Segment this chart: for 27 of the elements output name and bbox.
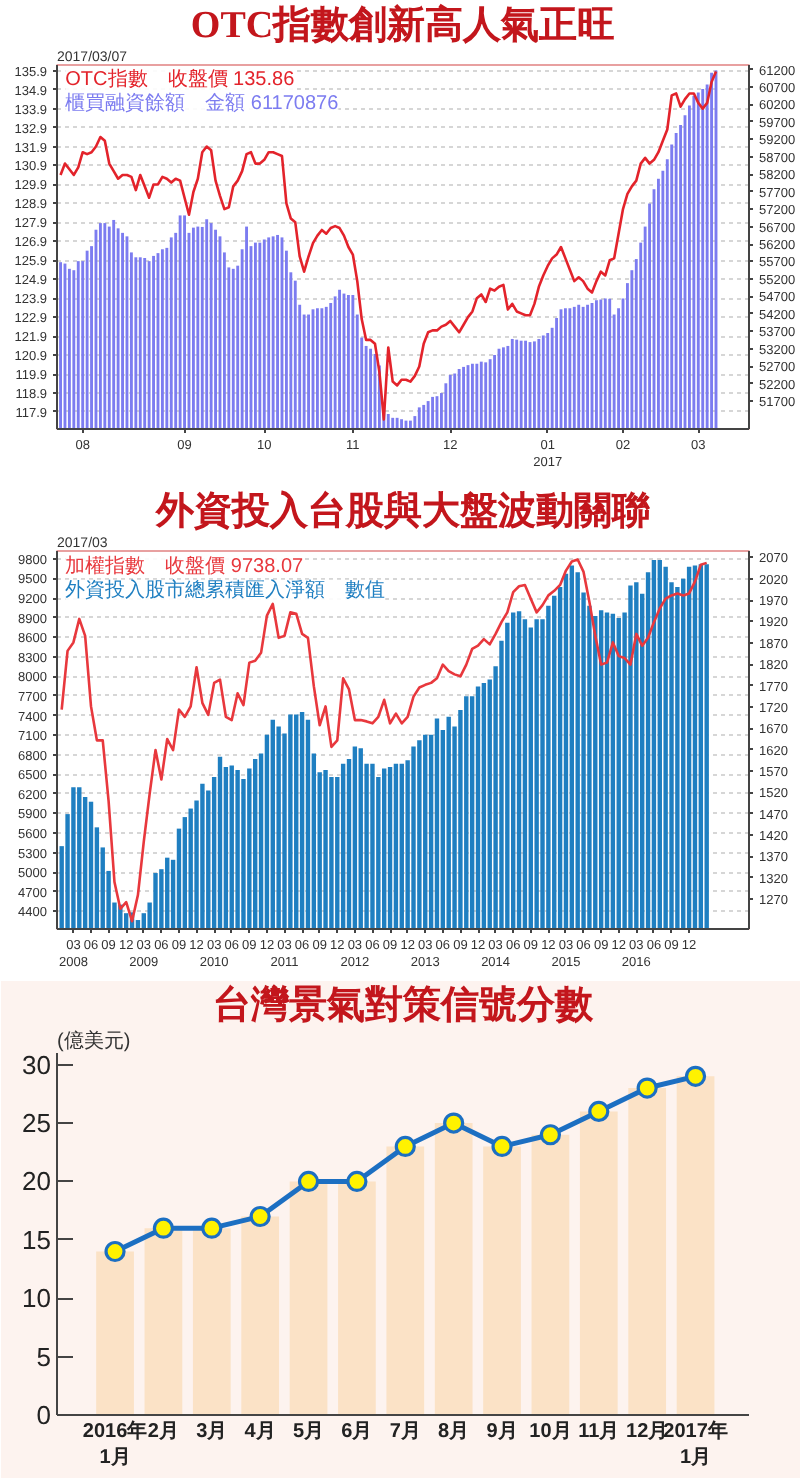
y-tick-label: 15 — [22, 1224, 52, 1255]
chart-title: 外資投入台股與大盤波動關聯 — [154, 489, 652, 533]
x-tick-label: 10月 — [529, 1421, 572, 1443]
y-tick-label: 0 — [36, 1400, 52, 1430]
x-tick-label: 2016年1月 — [82, 1419, 148, 1470]
y-axis-title: (億美元) — [57, 1029, 131, 1053]
y-tick-label: 20 — [22, 1166, 52, 1197]
x-tick-label: 6月 — [341, 1421, 373, 1443]
chart-title: 台灣景氣對策信號分數 — [213, 983, 595, 1027]
x-tick-label: 2月 — [147, 1421, 179, 1443]
x-tick-label: 9月 — [486, 1421, 518, 1443]
x-tick-label: 5月 — [292, 1421, 325, 1443]
y-tick-label: 5 — [36, 1341, 52, 1372]
x-tick-label: 2017年1月 — [663, 1419, 728, 1470]
text: OTC指數 收盤價 135.86 — [65, 67, 296, 92]
series-label: 加權指數 收盤價 9738.07 — [65, 553, 305, 578]
y-tick-label: 30 — [22, 1049, 52, 1080]
text: 外資投入股市總累積匯入淨額 數值 — [65, 577, 386, 602]
x-tick-label: 7月 — [389, 1421, 421, 1443]
x-tick-label: 4月 — [244, 1421, 276, 1443]
x-tick-label: 11月 — [578, 1421, 620, 1443]
y-tick-label: 10 — [22, 1283, 52, 1314]
y-tick-label: 25 — [22, 1108, 52, 1139]
x-tick-label: 8月 — [438, 1421, 470, 1443]
x-tick-label: 3月 — [196, 1421, 228, 1443]
chart-title: OTC指數創新高人氣正旺 — [190, 3, 616, 47]
text: 櫃買融資餘額 金額 61170876 — [65, 90, 340, 115]
